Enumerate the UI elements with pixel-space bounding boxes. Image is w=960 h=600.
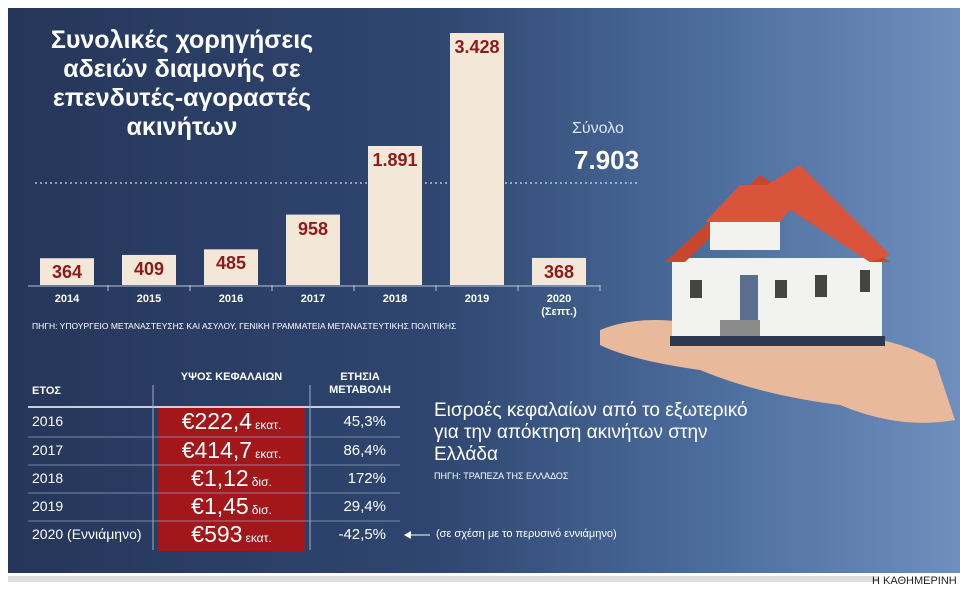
table-header: ΕΤΟΣ: [32, 385, 62, 397]
note-arrowhead: [404, 531, 411, 539]
row-year: 2019: [32, 498, 64, 514]
bar: [368, 145, 422, 285]
x-tick-label: 2014: [54, 293, 80, 305]
table-header: ΕΤΗΣΙΑ ΜΕΤΑΒΟΛΗ: [329, 371, 391, 396]
row-year: 2016: [32, 413, 64, 429]
amount-unit: δισ.: [251, 503, 272, 517]
row-year: 2018: [32, 470, 64, 486]
amount: €1,45: [191, 493, 249, 519]
total-label: Σύνολο: [572, 120, 624, 137]
x-tick-label: 2020 (Σεπτ.): [541, 293, 577, 318]
amount-unit: δισ.: [251, 475, 272, 489]
change: 86,4%: [343, 442, 386, 459]
bar: [122, 254, 176, 285]
change: 45,3%: [343, 413, 386, 430]
table-source: ΠΗΓΗ: ΤΡΑΠΕΖΑ ΤΗΣ ΕΛΛΑΔΟΣ: [434, 471, 569, 481]
total-value: 7.903: [574, 145, 640, 175]
amount-unit: εκατ.: [255, 447, 282, 461]
bar: [286, 214, 340, 285]
amount: €593: [191, 521, 243, 547]
value-label: 364: [51, 262, 83, 283]
amount-cell: €1,12 δισ.: [158, 465, 305, 492]
amount-cell: €222,4 εκατ.: [158, 408, 305, 435]
amount-cell: €1,45 δισ.: [158, 493, 305, 520]
value-label: 485: [215, 253, 247, 274]
value-label: 1.891: [372, 149, 418, 170]
amount-cell: €593 εκατ.: [158, 521, 305, 548]
source: ΠΗΓΗ: ΥΠΟΥΡΓΕΙΟ ΜΕΤΑΝΑΣΤΕΥΣΗΣ ΚΑΙ ΑΣΥΛΟΥ…: [32, 321, 457, 331]
amount-cell: €414,7 εκατ.: [158, 437, 305, 464]
x-tick-label: 2017: [300, 293, 326, 305]
table-header: ΥΨΟΣ ΚΕΦΑΛΑΙΩΝ: [180, 371, 283, 383]
row-year: 2020 (Εννιάμηνο): [32, 526, 142, 542]
x-tick-label: 2019: [464, 293, 490, 305]
bar: [450, 33, 504, 285]
change: -42,5%: [338, 526, 386, 543]
amount: €1,12: [191, 465, 249, 491]
x-tick-label: 2016: [218, 293, 244, 305]
table-title: Εισροές κεφαλαίων από το εξωτερικό για τ…: [434, 400, 748, 465]
row-year: 2017: [32, 442, 64, 458]
amount: €414,7: [181, 437, 253, 463]
bar: [40, 258, 94, 285]
house-illustration: [600, 165, 955, 423]
amount-column: [158, 406, 305, 551]
change: 29,4%: [343, 498, 386, 515]
amount: €222,4: [181, 408, 253, 434]
value-label: 368: [543, 261, 575, 282]
x-tick-label: 2018: [382, 293, 408, 305]
chart-title: Συνολικές χορηγήσεις αδειών διαμονής σε …: [50, 26, 314, 141]
bar: [204, 249, 258, 285]
footer-rule: [8, 576, 878, 582]
value-label: 958: [297, 218, 329, 239]
bar: [532, 257, 586, 285]
amount-unit: εκατ.: [245, 531, 272, 545]
change: 172%: [347, 470, 386, 487]
amount-unit: εκατ.: [255, 418, 282, 432]
value-label: 409: [133, 258, 165, 279]
brand: Η ΚΑΘΗΜΕΡΙΝΗ: [872, 575, 957, 587]
value-label: 3.428: [454, 37, 500, 57]
x-tick-label: 2015: [136, 293, 162, 305]
note: (σε σχέση με το περυσινό εννιάμηνο): [436, 528, 617, 540]
